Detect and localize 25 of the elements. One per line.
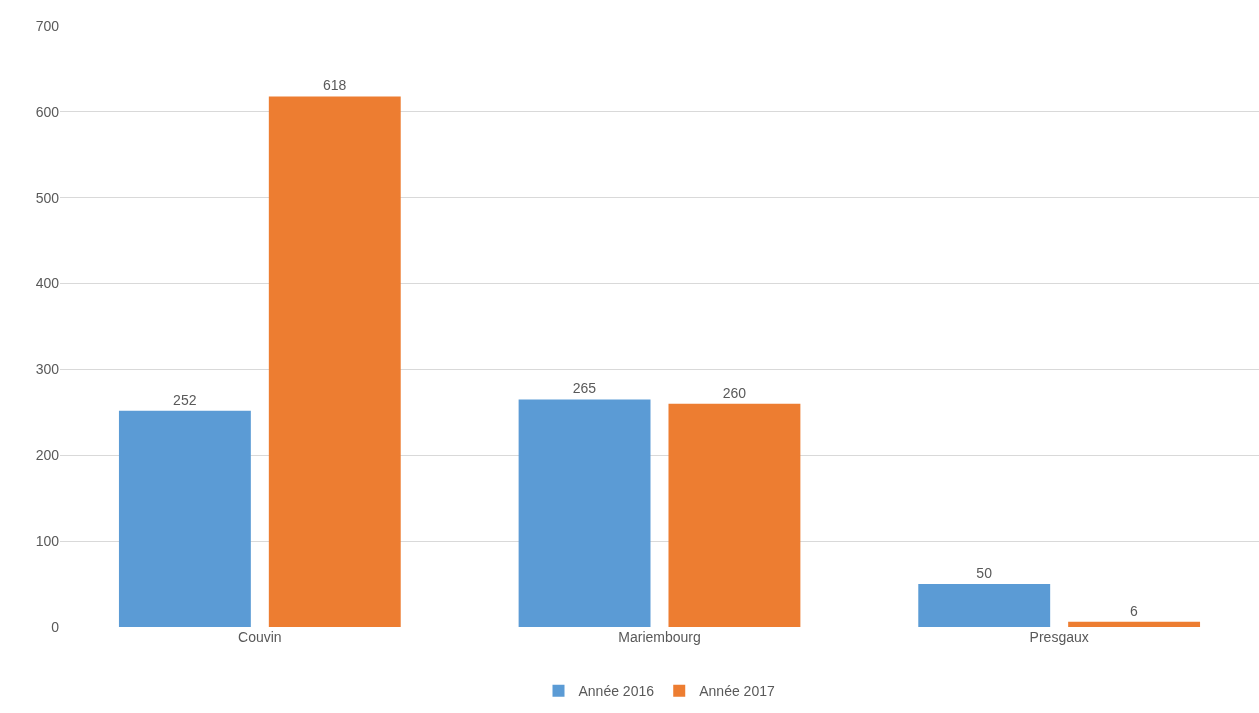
y-tick-label: 700 [35,17,60,34]
data-label: 50 [976,565,993,582]
y-tick-label: 100 [35,533,60,550]
bar [918,584,1051,627]
legend-label: Année 2016 [578,683,655,700]
y-tick-label: 600 [35,103,60,120]
bar [1068,621,1201,627]
y-tick-label: 0 [51,618,60,635]
y-tick-label: 200 [35,447,60,464]
x-tick-label: Couvin [238,629,282,645]
data-label: 6 [1130,602,1139,619]
x-tick-label: Mariembourg [618,629,701,645]
data-label: 252 [173,391,197,408]
x-tick-label: Presgaux [1029,629,1089,645]
y-tick-label: 300 [35,361,60,378]
data-label: 265 [572,380,597,397]
y-tick-label: 500 [35,189,60,206]
data-label: 260 [722,384,747,401]
bar [118,410,251,627]
data-label: 618 [322,77,347,94]
y-tick-label: 400 [35,275,60,292]
bar [518,399,651,627]
legend-label: Année 2017 [699,683,775,700]
bar [668,403,801,627]
bar [268,96,401,627]
